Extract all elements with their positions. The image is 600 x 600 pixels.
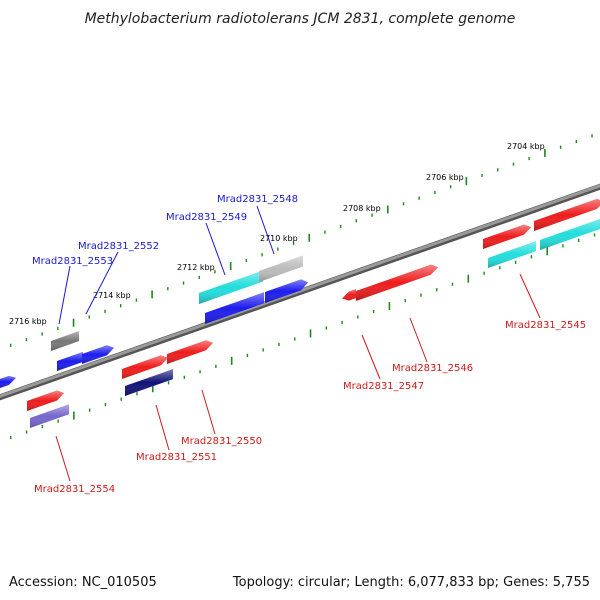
leader-line (409, 317, 428, 363)
gene-arrow[interactable] (30, 404, 69, 428)
gene-arrow[interactable] (0, 375, 16, 388)
gene-shading (259, 255, 303, 282)
gene-shading (167, 340, 213, 364)
gene-shading (205, 292, 264, 324)
gene-shading (51, 331, 79, 351)
gene-shading (27, 390, 64, 411)
gene-label-mrad2831-2551[interactable]: Mrad2831_2551 (136, 452, 217, 463)
gene-arrow[interactable] (199, 270, 263, 304)
gene-arrow[interactable] (122, 355, 168, 379)
leader-line (58, 265, 71, 325)
gene-arrow[interactable] (27, 390, 64, 411)
gene-shading (125, 369, 173, 396)
gene-features (0, 198, 600, 428)
gene-shading (534, 198, 600, 231)
gene-arrow[interactable] (51, 331, 79, 351)
leader-line (256, 205, 275, 255)
gene-label-mrad2831-2549[interactable]: Mrad2831_2549 (166, 212, 247, 223)
leader-line (519, 273, 541, 319)
tick-label: 2704 kbp (507, 142, 545, 151)
gene-shading (199, 270, 263, 304)
gene-arrow[interactable] (483, 224, 531, 249)
gene-label-mrad2831-2548[interactable]: Mrad2831_2548 (217, 194, 298, 205)
gene-arrow[interactable] (488, 241, 536, 268)
gene-arrow[interactable] (342, 289, 356, 301)
leader-line (55, 435, 71, 482)
gene-shading (0, 375, 16, 388)
gene-shading (30, 404, 69, 428)
gene-shading (82, 345, 114, 364)
gene-labels: Mrad2831_2548 Mrad2831_2549 Mrad2831_255… (32, 194, 586, 495)
upper-scale-track (10, 134, 593, 347)
gene-label-leaders (55, 205, 541, 482)
gene-shading (483, 224, 531, 249)
lower-scale-track (10, 233, 596, 440)
gene-shading (488, 241, 536, 268)
leader-line (205, 222, 226, 276)
accession-text: Accession: NC_010505 (9, 575, 157, 590)
gene-arrow[interactable] (265, 279, 308, 303)
gene-shading (265, 279, 308, 303)
gene-arrow[interactable] (205, 292, 264, 324)
gene-label-mrad2831-2546[interactable]: Mrad2831_2546 (392, 363, 473, 374)
gene-arrow[interactable] (356, 264, 438, 301)
tick-label: 2706 kbp (426, 173, 464, 182)
genome-backbone-highlight (0, 184, 600, 398)
gene-label-mrad2831-2553[interactable]: Mrad2831_2553 (32, 256, 113, 267)
gene-label-mrad2831-2550[interactable]: Mrad2831_2550 (181, 436, 262, 447)
leader-line (85, 251, 119, 315)
leader-line (155, 404, 170, 451)
tick-label: 2708 kbp (343, 204, 381, 213)
leader-line (361, 334, 381, 380)
tick-label: 2716 kbp (9, 317, 47, 326)
gene-arrow[interactable] (259, 255, 303, 282)
scale-labels: 2704 kbp 2706 kbp 2708 kbp 2710 kbp 2712… (9, 142, 545, 326)
gene-shading (356, 264, 438, 301)
tick-label: 2710 kbp (260, 234, 298, 243)
gene-arrow[interactable] (540, 218, 600, 250)
gene-arrow[interactable] (167, 340, 213, 364)
gene-arrow[interactable] (82, 345, 114, 364)
gene-label-mrad2831-2547[interactable]: Mrad2831_2547 (343, 381, 424, 392)
gene-label-mrad2831-2552[interactable]: Mrad2831_2552 (78, 241, 159, 252)
map-title: Methylobacterium radiotolerans JCM 2831,… (85, 11, 516, 27)
tick-label: 2712 kbp (177, 263, 215, 272)
gene-label-mrad2831-2545[interactable]: Mrad2831_2545 (505, 320, 586, 331)
gene-arrow[interactable] (57, 351, 83, 371)
gene-arrow[interactable] (125, 369, 173, 396)
gene-shading (57, 351, 83, 371)
gene-label-mrad2831-2554[interactable]: Mrad2831_2554 (34, 484, 115, 495)
tick-label: 2714 kbp (93, 291, 131, 300)
gene-shading (122, 355, 168, 379)
gene-arrow[interactable] (534, 198, 600, 231)
genome-summary-text: Topology: circular; Length: 6,077,833 bp… (232, 575, 590, 590)
gene-shading (540, 218, 600, 250)
leader-line (201, 389, 216, 435)
gene-shading (342, 289, 356, 301)
